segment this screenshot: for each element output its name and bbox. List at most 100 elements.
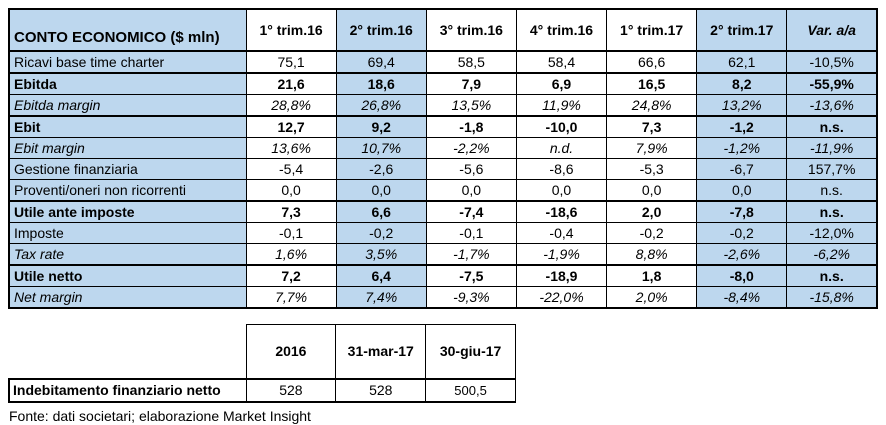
net-debt-table: 2016 31-mar-17 30-giu-17 Indebitamento fin… <box>8 324 516 403</box>
table-cell: 13,6% <box>245 137 337 159</box>
table-cell: -7,4 <box>425 200 517 223</box>
table-cell: -11,9% <box>786 137 878 159</box>
row-label: Ebitda margin <box>8 94 247 117</box>
table-cell: 16,5 <box>606 72 698 95</box>
table-cell: -8,4% <box>696 286 788 309</box>
table-cell: 66,6 <box>606 50 698 74</box>
income-statement-header-row: CONTO ECONOMICO ($ mln) 1° trim.16 2° tri… <box>8 8 878 52</box>
table-cell: n.s. <box>786 264 878 287</box>
table-cell: -9,3% <box>425 286 517 309</box>
table-cell: -5,4 <box>245 158 337 180</box>
table-cell: -1,9% <box>515 243 608 266</box>
table-cell: 7,4% <box>335 286 427 309</box>
table-cell: 13,2% <box>696 94 788 117</box>
table-cell: 69,4 <box>335 50 427 74</box>
table-cell: 528 <box>335 377 427 403</box>
table-cell: 7,2 <box>245 264 337 287</box>
empty-corner-cell <box>9 325 246 379</box>
table-cell: 13,5% <box>425 94 517 117</box>
table-cell: 3,5% <box>335 243 427 266</box>
table-cell: -13,6% <box>786 94 878 117</box>
table-cell: -7,8 <box>696 200 788 223</box>
table-cell: -0,4 <box>515 222 608 244</box>
column-header: 2016 <box>245 324 337 379</box>
column-header: 4° trim.16 <box>515 8 608 52</box>
table-cell: -10,5% <box>786 50 878 74</box>
table-row: Ebitda 21,6 18,6 7,9 6,9 16,5 8,2 -55,9% <box>8 72 878 95</box>
table-cell: -1,2 <box>696 115 788 138</box>
table-cell: 12,7 <box>245 115 337 138</box>
table-cell: -7,5 <box>425 264 517 287</box>
source-note: Fonte: dati societari; elaborazione Mark… <box>9 407 311 424</box>
table-row: Imposte -0,1 -0,2 -0,1 -0,4 -0,2 -0,2 -12,0% <box>8 222 878 244</box>
table-cell: -18,9 <box>515 264 608 287</box>
table-cell: -55,9% <box>786 72 878 95</box>
table-cell: -18,6 <box>515 200 608 223</box>
table-cell: 0,0 <box>515 179 608 202</box>
table-cell: 26,8% <box>335 94 427 117</box>
table-cell: -15,8% <box>786 286 878 309</box>
table-cell: 28,8% <box>245 94 337 117</box>
table-cell: 157,7% <box>786 158 878 180</box>
table-cell: 7,3 <box>606 115 698 138</box>
table-cell: -2,6% <box>696 243 788 266</box>
row-label: Gestione finanziaria <box>8 158 247 180</box>
table-cell: 21,6 <box>245 72 337 95</box>
table-cell: 7,7% <box>245 286 337 309</box>
table-row: Ricavi base time charter 75,1 69,4 58,5 58,4… <box>8 50 878 74</box>
column-header: 1° trim.17 <box>606 8 698 52</box>
row-label: Ricavi base time charter <box>8 50 247 74</box>
row-label: Proventi/oneri non ricorrenti <box>8 179 247 202</box>
table-cell: -2,2% <box>425 137 517 159</box>
table-row: Tax rate 1,6% 3,5% -1,7% -1,9% 8,8% -2,6% -6,2% <box>8 243 878 266</box>
column-header: Var. a/a <box>786 8 878 52</box>
table-cell: 75,1 <box>245 50 337 74</box>
table-cell: -12,0% <box>786 222 878 244</box>
table-cell: -2,6 <box>335 158 427 180</box>
report-container: CONTO ECONOMICO ($ mln) 1° trim.16 2° tri… <box>8 8 880 424</box>
table-cell: -1,2% <box>696 137 788 159</box>
table-cell: 2,0% <box>606 286 698 309</box>
table-cell: 0,0 <box>425 179 517 202</box>
table-cell: -6,2% <box>786 243 878 266</box>
row-label: Tax rate <box>8 243 247 266</box>
table-cell: 1,6% <box>245 243 337 266</box>
table-cell: 0,0 <box>245 179 337 202</box>
table-cell: 6,9 <box>515 72 608 95</box>
table-cell: -0,2 <box>606 222 698 244</box>
table-cell: 58,4 <box>515 50 608 74</box>
table-cell: -1,7% <box>425 243 517 266</box>
table-cell: 528 <box>245 377 337 403</box>
table-cell: 9,2 <box>335 115 427 138</box>
table-cell: n.s. <box>786 200 878 223</box>
net-debt-header-row: 2016 31-mar-17 30-giu-17 <box>9 324 516 379</box>
table-cell: 2,0 <box>606 200 698 223</box>
table-cell: 1,8 <box>606 264 698 287</box>
row-label: Ebit <box>8 115 247 138</box>
table-row: Utile ante imposte 7,3 6,6 -7,4 -18,6 2,0 -7,8… <box>8 200 878 223</box>
column-header: 31-mar-17 <box>335 324 427 379</box>
column-header: 2° trim.16 <box>335 8 427 52</box>
table-cell: -5,3 <box>606 158 698 180</box>
column-header: 3° trim.16 <box>425 8 517 52</box>
table-cell: -0,2 <box>335 222 427 244</box>
table-row: Ebit margin 13,6% 10,7% -2,2% n.d. 7,9% -1,2% -… <box>8 137 878 159</box>
table-cell: -5,6 <box>425 158 517 180</box>
column-header: 30-giu-17 <box>425 324 516 379</box>
table-cell: -10,0 <box>515 115 608 138</box>
table-cell: -1,8 <box>425 115 517 138</box>
table-cell: 24,8% <box>606 94 698 117</box>
table-cell: 7,9% <box>606 137 698 159</box>
table-cell: 7,3 <box>245 200 337 223</box>
table-cell: n.d. <box>515 137 608 159</box>
row-label: Net margin <box>8 286 247 309</box>
row-label: Ebit margin <box>8 137 247 159</box>
table-cell: 6,6 <box>335 200 427 223</box>
table-cell: -6,7 <box>696 158 788 180</box>
table-cell: 11,9% <box>515 94 608 117</box>
row-label: Utile netto <box>8 264 247 287</box>
row-label: Utile ante imposte <box>8 200 247 223</box>
table-cell: 7,9 <box>425 72 517 95</box>
column-header: 2° trim.17 <box>696 8 788 52</box>
table-row: Ebit 12,7 9,2 -1,8 -10,0 7,3 -1,2 n.s. <box>8 115 878 138</box>
